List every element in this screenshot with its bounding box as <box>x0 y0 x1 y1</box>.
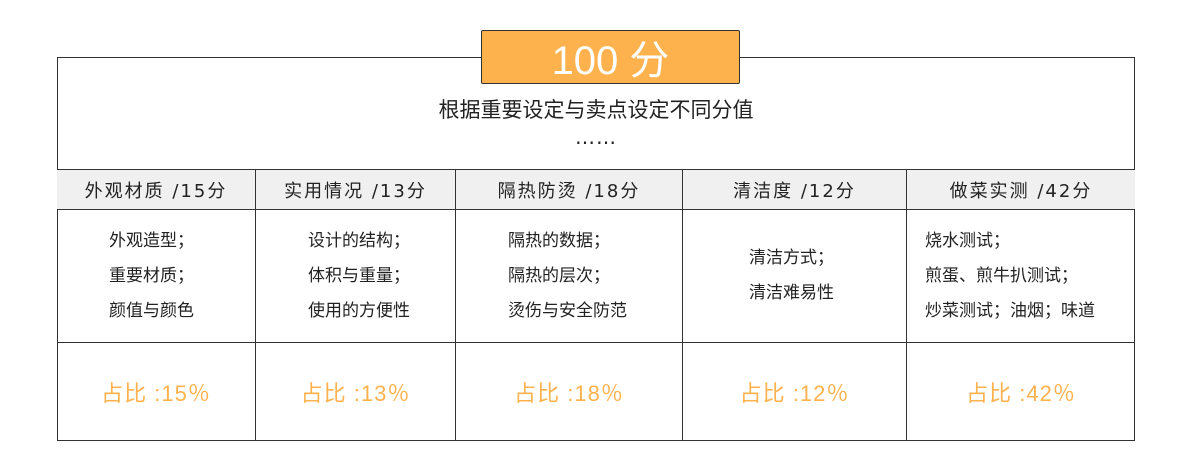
column-header: 外观材质 /15分 <box>57 169 256 209</box>
criteria-item: 隔热的层次； <box>508 265 610 286</box>
criteria-item: 烧水测试； <box>925 230 1010 251</box>
score-table: 外观材质 /15分 实用情况 /13分 隔热防烫 /18分 清洁度 /12分 做菜实测 … <box>57 169 1135 440</box>
criteria-item: 体积与重量； <box>308 265 410 286</box>
ratio-label: 占比 :15％ <box>57 342 256 440</box>
column-items: 隔热的数据； 隔热的层次； 烫伤与安全防范 <box>456 209 683 342</box>
subtitle: 根据重要设定与卖点设定不同分值 <box>438 98 754 122</box>
column-header: 清洁度 /12分 <box>683 169 907 209</box>
criteria-item: 煎蛋、煎牛扒测试； <box>925 265 1078 286</box>
column-items: 清洁方式； 清洁难易性 <box>683 209 907 342</box>
column-header: 实用情况 /13分 <box>256 169 456 209</box>
criteria-item: 颜值与颜色 <box>109 300 194 321</box>
criteria-item: 使用的方便性 <box>308 300 410 321</box>
ratio-label: 占比 :18％ <box>456 342 683 440</box>
column-items: 外观造型； 重要材质； 颜值与颜色 <box>57 209 256 342</box>
criteria-item: 炒菜测试；油烟；味道 <box>925 300 1095 321</box>
criteria-item: 烫伤与安全防范 <box>508 300 627 321</box>
ratio-label: 占比 :13％ <box>256 342 456 440</box>
criteria-item: 外观造型； <box>109 230 194 251</box>
column-header: 做菜实测 /42分 <box>907 169 1135 209</box>
column-items: 烧水测试； 煎蛋、煎牛扒测试； 炒菜测试；油烟；味道 <box>907 209 1135 342</box>
ellipsis: …… <box>575 125 617 149</box>
criteria-item: 重要材质； <box>109 265 194 286</box>
criteria-item: 清洁难易性 <box>749 283 834 303</box>
ratio-label: 占比 :42％ <box>907 342 1135 440</box>
column-items: 设计的结构； 体积与重量； 使用的方便性 <box>256 209 456 342</box>
total-score-badge: 100 分 <box>481 30 740 84</box>
criteria-item: 隔热的数据； <box>508 230 610 251</box>
criteria-item: 清洁方式； <box>749 248 834 268</box>
criteria-item: 设计的结构； <box>308 230 410 251</box>
ratio-label: 占比 :12％ <box>683 342 907 440</box>
column-header: 隔热防烫 /18分 <box>456 169 683 209</box>
